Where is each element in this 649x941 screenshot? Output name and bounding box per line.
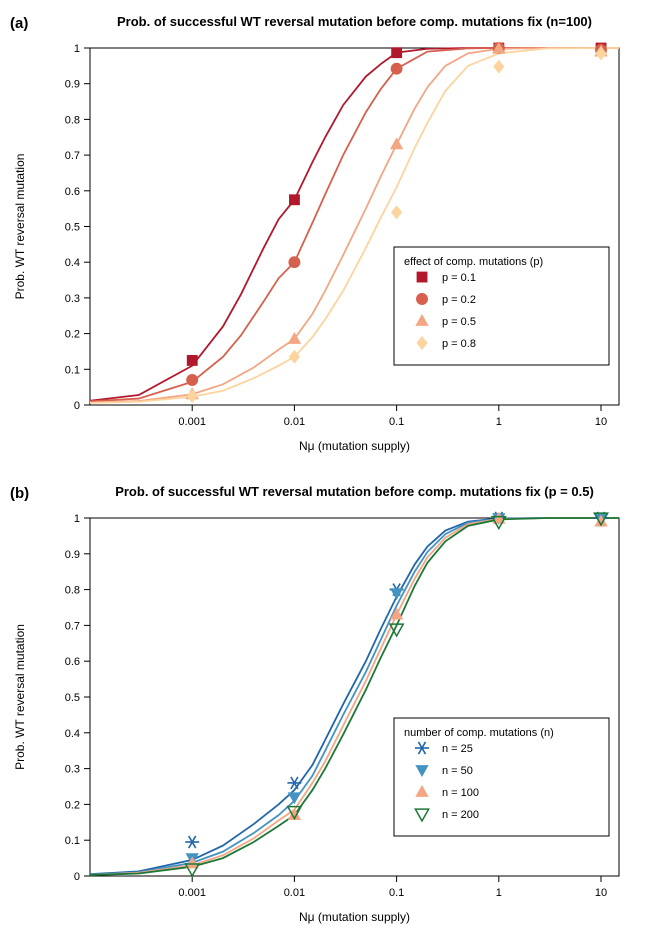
y-tick-label: 0.6	[65, 656, 80, 668]
y-tick-label: 0.4	[65, 728, 80, 740]
legend-item-label: p = 0.1	[442, 272, 476, 284]
series-marker	[289, 194, 300, 205]
y-tick-label: 0.4	[65, 257, 80, 269]
y-tick-label: 0	[74, 871, 80, 883]
figure-container: (a) Prob. of successful WT reversal mutat…	[0, 0, 649, 941]
legend-item-label: n = 50	[442, 765, 473, 777]
legend-item-label: p = 0.8	[442, 338, 476, 350]
y-tick-label: 0.3	[65, 293, 80, 305]
legend-title: effect of comp. mutations (p)	[404, 256, 543, 268]
y-axis-label: Prob. WT reversal mutation	[13, 624, 27, 770]
legend-item-label: n = 100	[442, 787, 479, 799]
y-tick-label: 1	[74, 513, 80, 525]
series-marker	[187, 389, 198, 403]
series-marker	[391, 47, 402, 58]
x-axis-label: Nμ (mutation supply)	[299, 439, 410, 453]
x-tick-label: 10	[595, 887, 607, 899]
y-tick-label: 0.5	[65, 692, 80, 704]
series-marker	[187, 355, 198, 366]
legend-item-label: n = 25	[442, 743, 473, 755]
y-tick-label: 0.7	[65, 620, 80, 632]
y-tick-label: 0.8	[65, 585, 80, 597]
y-tick-label: 0.1	[65, 835, 80, 847]
y-tick-label: 0	[74, 400, 80, 412]
y-tick-label: 0.2	[65, 329, 80, 341]
x-tick-label: 0.1	[389, 887, 404, 899]
panel-label: (b)	[10, 485, 29, 502]
series-marker	[390, 137, 403, 149]
x-tick-label: 1	[496, 887, 502, 899]
y-tick-label: 0.7	[65, 150, 80, 162]
series-marker	[391, 205, 402, 219]
y-tick-label: 0.2	[65, 799, 80, 811]
x-tick-label: 0.01	[284, 887, 305, 899]
legend-item-label: n = 200	[442, 809, 479, 821]
y-tick-label: 0.8	[65, 114, 80, 126]
panel-b: (b) Prob. of successful WT reversal mutat…	[0, 470, 649, 941]
series-marker	[287, 777, 301, 789]
y-tick-label: 1	[74, 43, 80, 55]
x-tick-label: 1	[496, 416, 502, 428]
legend-item-label: p = 0.2	[442, 294, 476, 306]
legend-item-label: p = 0.5	[442, 316, 476, 328]
y-tick-label: 0.5	[65, 222, 80, 234]
y-axis-label: Prob. WT reversal mutation	[13, 154, 27, 300]
y-tick-label: 0.3	[65, 764, 80, 776]
series-marker	[493, 60, 504, 74]
y-tick-label: 0.6	[65, 186, 80, 198]
chart-title: Prob. of successful WT reversal mutation…	[117, 14, 592, 29]
series-marker	[288, 256, 300, 268]
chart-title: Prob. of successful WT reversal mutation…	[115, 484, 594, 499]
series-marker	[391, 63, 403, 75]
x-tick-label: 0.01	[284, 416, 305, 428]
legend-marker	[416, 293, 428, 305]
legend-title: number of comp. mutations (n)	[404, 727, 554, 739]
series-marker	[185, 836, 199, 848]
x-tick-label: 0.001	[178, 887, 206, 899]
x-tick-label: 0.001	[178, 416, 206, 428]
x-tick-label: 10	[595, 416, 607, 428]
x-axis-label: Nμ (mutation supply)	[299, 910, 410, 924]
y-tick-label: 0.1	[65, 364, 80, 376]
x-tick-label: 0.1	[389, 416, 404, 428]
panel-a: (a) Prob. of successful WT reversal mutat…	[0, 0, 649, 470]
y-tick-label: 0.9	[65, 549, 80, 561]
legend-marker	[417, 272, 428, 283]
series-marker	[186, 374, 198, 386]
panel-label: (a)	[10, 15, 28, 32]
y-tick-label: 0.9	[65, 79, 80, 91]
